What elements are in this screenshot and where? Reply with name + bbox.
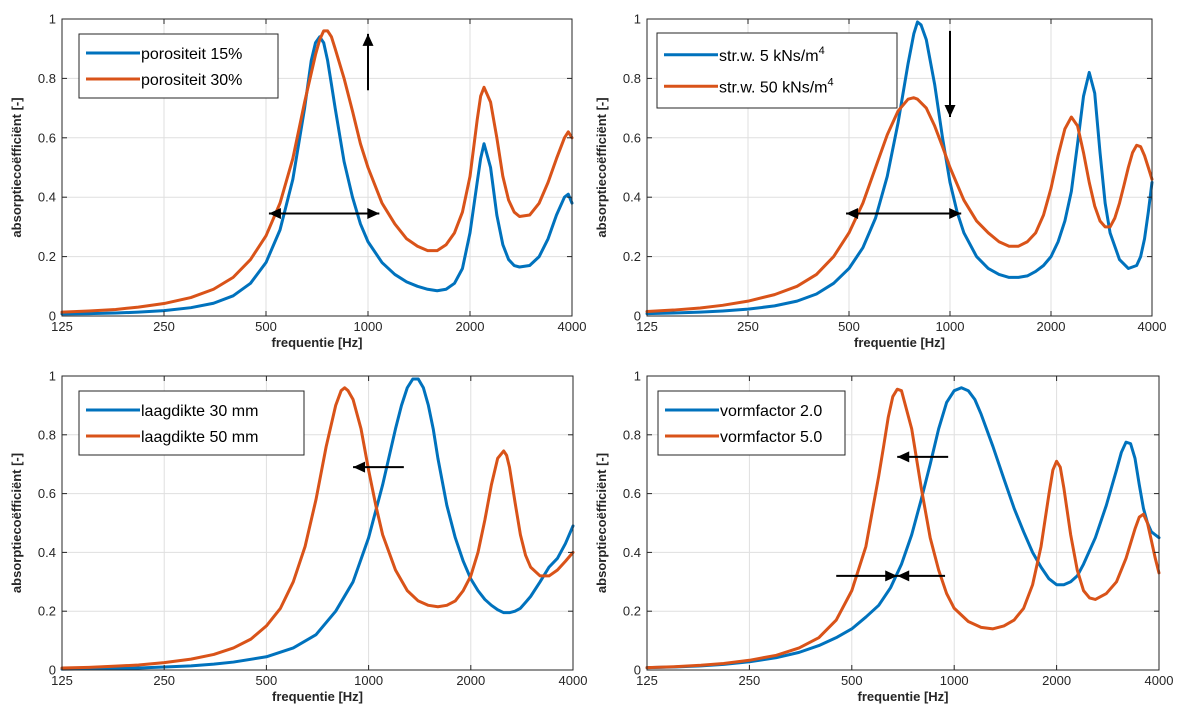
x-tick-label: 500 — [255, 319, 277, 334]
series-line-blue — [645, 386, 1161, 670]
y-tick-label: 0.8 — [623, 427, 641, 442]
x-tick-label: 2000 — [1037, 319, 1066, 334]
legend-label: laagdikte 50 mm — [141, 429, 258, 446]
x-tick-label: 125 — [636, 319, 658, 334]
x-tick-label: 500 — [256, 673, 278, 688]
x-tick-label: 1000 — [940, 673, 969, 688]
y-tick-label: 0.4 — [623, 545, 641, 560]
series-line-orange — [60, 386, 575, 670]
x-tick-label: 125 — [51, 319, 73, 334]
legend-box — [657, 390, 846, 456]
legend-label-main: str.w. 50 kNs/m — [719, 79, 827, 96]
legend-box — [656, 32, 898, 109]
y-tick-label: 0.8 — [38, 427, 56, 442]
x-tick-label: 1000 — [936, 319, 965, 334]
arrow-head — [944, 105, 956, 118]
y-tick-label: 0.6 — [38, 130, 56, 145]
chart-laagdikte: 125 250 500 1000 2000 4000 0 0.2 0.4 0.6 0.8 1 frequ… — [9, 369, 587, 705]
legend-label: porositeit 15% — [141, 46, 242, 63]
y-tick-label: 0.4 — [38, 190, 56, 205]
axes-box — [646, 375, 1160, 671]
y-tick-label: 0 — [634, 309, 641, 324]
y-tick-label: 0.2 — [623, 249, 641, 264]
legend-label: str.w. 5 kNs/m4 — [719, 45, 825, 65]
legend-label-superscript: 4 — [827, 76, 833, 88]
series-line-orange — [645, 387, 1161, 670]
x-axis-label: frequentie [Hz] — [854, 335, 945, 350]
x-tick-label: 1000 — [354, 673, 383, 688]
y-axis-label: absorptiecoëfficiënt [-] — [594, 453, 609, 593]
axes-box — [646, 18, 1153, 317]
x-tick-label: 250 — [153, 319, 175, 334]
series-line-blue — [60, 377, 575, 671]
y-axis-label: absorptiecoëfficiënt [-] — [9, 97, 24, 237]
x-axis-label: frequentie [Hz] — [272, 689, 363, 704]
x-axis-label: frequentie [Hz] — [858, 689, 949, 704]
axes-box — [61, 375, 574, 671]
legend-box — [78, 33, 279, 99]
y-tick-label: 1 — [634, 12, 641, 27]
x-tick-label: 2000 — [1042, 673, 1071, 688]
y-tick-label: 1 — [634, 369, 641, 384]
y-tick-label: 0.6 — [623, 130, 641, 145]
opposing-arrow-head-left — [897, 570, 910, 582]
x-tick-label: 4000 — [1138, 319, 1167, 334]
x-tick-label: 250 — [737, 319, 759, 334]
opposing-arrow-head-right — [885, 570, 898, 582]
y-tick-label: 0 — [49, 309, 56, 324]
y-axis-label: absorptiecoëfficiënt [-] — [594, 97, 609, 237]
x-tick-label: 250 — [153, 673, 175, 688]
x-tick-label: 4000 — [559, 673, 588, 688]
x-tick-label: 2000 — [456, 319, 485, 334]
y-tick-label: 0.2 — [38, 249, 56, 264]
legend-label: laagdikte 30 mm — [141, 403, 258, 420]
double-arrow-head-left — [846, 208, 859, 220]
double-arrow-head-right — [949, 208, 962, 220]
x-tick-label: 1000 — [354, 319, 383, 334]
arrow-head — [362, 33, 374, 46]
y-tick-label: 1 — [49, 369, 56, 384]
legend-label: vormfactor 2.0 — [720, 403, 822, 420]
x-tick-label: 250 — [739, 673, 761, 688]
series-line-orange — [645, 96, 1154, 314]
y-tick-label: 0.6 — [38, 486, 56, 501]
y-tick-label: 0 — [49, 663, 56, 678]
series-line-blue — [645, 20, 1154, 316]
legend-box — [78, 390, 305, 456]
chart-porositeit: 125 250 500 1000 2000 4000 0 0.2 0.4 0.6 0.8 1 frequ… — [9, 12, 586, 351]
chart-vormfactor: 125 250 500 1000 2000 4000 0 0.2 0.4 0.6 0.8 1 frequ… — [594, 369, 1173, 705]
y-tick-label: 0 — [634, 663, 641, 678]
chart-stromingsweerstand: 125 250 500 1000 2000 4000 0 0.2 0.4 0.6 0.8 1 frequ… — [594, 12, 1166, 351]
legend-label-superscript: 4 — [819, 45, 825, 57]
axes-box — [61, 18, 573, 317]
x-tick-label: 4000 — [1145, 673, 1174, 688]
y-tick-label: 1 — [49, 12, 56, 27]
legend-label-main: str.w. 5 kNs/m — [719, 48, 819, 65]
x-tick-label: 500 — [841, 673, 863, 688]
y-tick-label: 0.4 — [38, 545, 56, 560]
x-tick-label: 500 — [838, 319, 860, 334]
legend-label: porositeit 30% — [141, 72, 242, 89]
y-tick-label: 0.6 — [623, 486, 641, 501]
arrow-head — [353, 461, 366, 473]
y-tick-label: 0.8 — [38, 71, 56, 86]
double-arrow-head-right — [367, 208, 380, 220]
double-arrow-head-left — [268, 208, 281, 220]
y-tick-label: 0.2 — [38, 604, 56, 619]
y-tick-label: 0.2 — [623, 604, 641, 619]
y-axis-label: absorptiecoëfficiënt [-] — [9, 453, 24, 593]
y-tick-label: 0.4 — [623, 190, 641, 205]
legend-label: vormfactor 5.0 — [720, 429, 822, 446]
legend-label: str.w. 50 kNs/m4 — [719, 76, 834, 96]
y-tick-label: 0.8 — [623, 71, 641, 86]
series-line-blue — [60, 35, 574, 316]
x-axis-label: frequentie [Hz] — [272, 335, 363, 350]
series-line-orange — [60, 29, 574, 314]
x-tick-label: 125 — [636, 673, 658, 688]
x-tick-label: 125 — [51, 673, 73, 688]
x-tick-label: 4000 — [558, 319, 587, 334]
x-tick-label: 2000 — [456, 673, 485, 688]
arrow-head — [897, 451, 910, 463]
